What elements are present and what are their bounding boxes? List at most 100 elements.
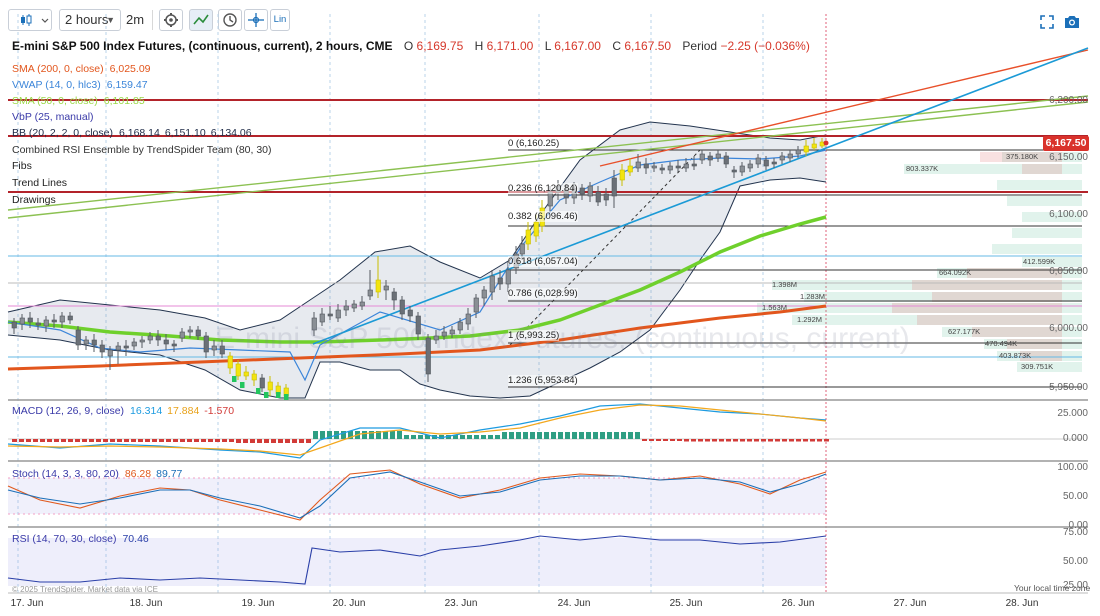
macd-histogram-bar <box>313 431 318 439</box>
candle <box>587 185 593 197</box>
macd-legend[interactable]: MACD (12, 26, 9, close) 16.314 17.884 -1.57… <box>12 404 239 418</box>
stoch-k-value: 86.28 <box>124 468 152 480</box>
stoch-legend[interactable]: Stoch (14, 3, 3, 80, 20) 86.28 89.77 <box>12 467 187 481</box>
legend-bb[interactable]: BB (20, 2, 2, 0, close) 6,168.14 6,151.10 6… <box>12 126 257 140</box>
macd-histogram-bar <box>194 439 199 442</box>
candle <box>43 319 49 327</box>
rsi-axis-label: 25.00 <box>1062 580 1088 591</box>
macd-histogram-bar <box>824 439 829 442</box>
legend-sma200[interactable]: SMA (200, 0, close) 6,025.09 <box>12 62 151 76</box>
vbp-bar <box>932 292 1062 302</box>
trend-tool-button[interactable] <box>189 9 213 31</box>
price-axis-label: 6,000.00 <box>1049 323 1088 334</box>
vbp-label: 1.398M <box>772 280 798 289</box>
legend-drawings[interactable]: Drawings <box>12 194 56 206</box>
replay-button[interactable] <box>218 9 242 31</box>
candle <box>375 279 381 293</box>
candle-green <box>284 394 289 400</box>
macd-histogram-bar <box>173 439 178 442</box>
camera-icon[interactable] <box>1064 14 1080 29</box>
candle <box>211 345 217 351</box>
interval-alt-button[interactable]: 2m <box>126 12 145 27</box>
macd-axis-label: 0.000 <box>1062 433 1088 444</box>
candle <box>771 161 777 165</box>
macd-histogram-bar <box>705 439 710 442</box>
settings-button[interactable] <box>159 9 183 31</box>
vbp-label: 803.337K <box>906 164 939 173</box>
candle <box>107 349 113 357</box>
candle <box>259 377 265 389</box>
rsi-value: 70.46 <box>122 533 149 545</box>
legend-vwap[interactable]: VWAP (14, 0, hlc3) 6,159.47 <box>12 78 148 92</box>
macd-histogram-bar <box>61 439 66 442</box>
crosshair-icon <box>248 13 264 27</box>
legend-sma50[interactable]: SMA (50, 0, close) 6,101.85 <box>12 94 145 108</box>
vbp-label: 1.283M <box>800 292 826 301</box>
macd-histogram-bar <box>719 439 724 442</box>
sma200-value: 6,025.09 <box>109 63 151 75</box>
candle <box>67 315 73 321</box>
rsi-legend[interactable]: RSI (14, 70, 30, close) 70.46 <box>12 532 149 546</box>
vbp-bar <box>757 303 1082 313</box>
macd-histogram-bar <box>299 439 304 443</box>
candle <box>519 243 525 255</box>
time-axis-label: 19. Jun <box>241 598 275 609</box>
candle <box>83 339 89 345</box>
chart-type-button[interactable] <box>8 9 52 31</box>
macd-histogram-bar <box>229 439 234 442</box>
vbp-label: 1.292M <box>797 315 823 324</box>
macd-histogram-bar <box>404 435 409 439</box>
candle <box>399 299 405 315</box>
fib-label-0786: 0.786 (6,028.99) <box>508 288 578 299</box>
candle <box>219 345 225 355</box>
macd-histogram-bar <box>740 439 745 442</box>
trend-line-red <box>599 49 1089 167</box>
candle <box>603 193 609 201</box>
candle <box>651 165 657 169</box>
macd-histogram-bar <box>754 439 759 442</box>
vbp-bar <box>804 292 1082 302</box>
candle <box>659 167 665 171</box>
macd-histogram-bar <box>523 432 528 439</box>
candle-green <box>264 392 269 398</box>
open-value: 6,169.75 <box>416 39 464 53</box>
macd-histogram-bar <box>817 439 822 442</box>
legend-trend-lines[interactable]: Trend Lines <box>12 177 68 189</box>
candle <box>489 275 495 293</box>
vbp-bar <box>1020 351 1062 361</box>
candle <box>739 165 745 173</box>
legend-fibs[interactable]: Fibs <box>12 160 32 172</box>
macd-axis-label: 25.000 <box>1057 408 1088 419</box>
timezone-note[interactable]: Your local time zone <box>1014 583 1091 593</box>
vbp-bar <box>1002 152 1082 162</box>
bb-value-mid: 6,151.10 <box>164 127 206 139</box>
vbp-label: 375.180K <box>1006 152 1039 161</box>
vbp-label: 627.177K <box>948 327 981 336</box>
macd-histogram-bar <box>327 431 332 439</box>
vbp-label: 1.563M <box>762 303 788 312</box>
macd-histogram-bar <box>306 439 311 443</box>
candle <box>243 371 249 377</box>
macd-histogram-bar <box>439 435 444 439</box>
legend-rsi-ensemble[interactable]: Combined RSI Ensemble by TrendSpider Tea… <box>12 143 272 157</box>
crosshair-button[interactable] <box>244 9 268 31</box>
rsi-line <box>7 535 827 585</box>
macd-histogram-bar <box>684 439 689 442</box>
macd-signal-value: 17.884 <box>167 405 200 417</box>
vbp-bar <box>967 268 1062 278</box>
candle <box>811 143 817 149</box>
macd-histogram-bar <box>663 439 668 441</box>
macd-histogram-bar <box>292 439 297 443</box>
vbp-bar <box>972 327 1062 337</box>
macd-histogram-bar <box>621 432 626 439</box>
candle <box>795 149 801 155</box>
fullscreen-icon[interactable] <box>1040 15 1054 29</box>
legend-vbp[interactable]: VbP (25, manual) <box>12 110 100 124</box>
scale-toggle[interactable]: Lin <box>270 9 290 31</box>
candle <box>433 335 439 341</box>
candle <box>123 345 129 349</box>
macd-histogram-bar <box>243 439 248 443</box>
vbp-bar <box>772 280 1082 290</box>
macd-histogram-bar <box>250 439 255 443</box>
